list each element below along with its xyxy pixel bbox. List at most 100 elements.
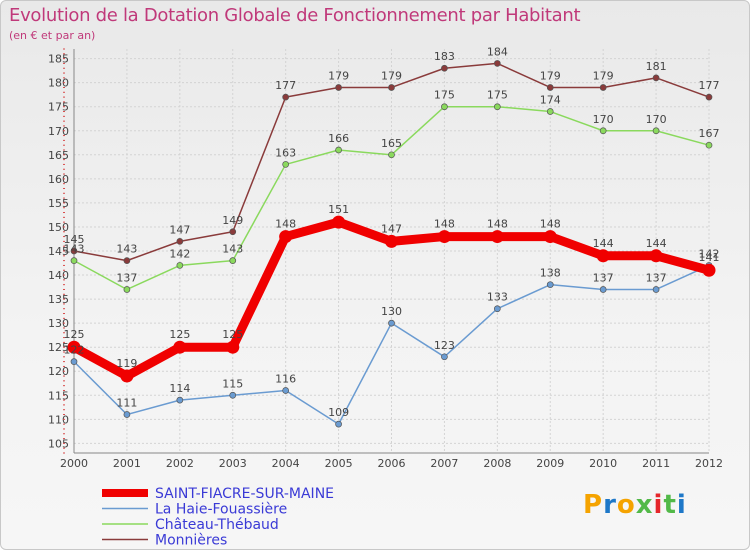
- series-point: [335, 420, 342, 428]
- data-label: 175: [487, 89, 508, 102]
- y-tick-label: 145: [48, 245, 69, 258]
- data-label: 125: [64, 328, 85, 341]
- series-point: [282, 93, 290, 101]
- x-tick-label: 2009: [536, 457, 564, 470]
- series-point: [123, 257, 131, 264]
- logo-letter: P: [583, 490, 604, 520]
- series-point: [702, 263, 716, 277]
- data-label: 170: [593, 113, 614, 126]
- data-label: 170: [646, 113, 667, 126]
- data-label: 145: [64, 233, 85, 246]
- y-tick-label: 170: [48, 125, 69, 138]
- series-point: [546, 84, 554, 91]
- legend-label-3: Monnières: [155, 533, 227, 549]
- data-label: 179: [381, 69, 402, 82]
- series-point: [599, 286, 607, 293]
- y-tick-label: 135: [48, 293, 69, 306]
- series-point: [70, 358, 78, 365]
- data-label: 167: [699, 127, 720, 140]
- x-tick-label: 2010: [589, 457, 617, 470]
- x-tick-label: 2004: [272, 457, 300, 470]
- data-label: 183: [434, 50, 455, 63]
- data-label: 149: [222, 214, 243, 227]
- logo-letter: i: [653, 490, 664, 520]
- y-tick-label: 140: [48, 269, 69, 282]
- data-label: 115: [222, 377, 243, 390]
- y-tick-label: 120: [48, 365, 69, 378]
- proxiti-logo: Proxiti: [583, 490, 687, 520]
- chart-subtitle: (en € et par an): [9, 29, 96, 42]
- data-label: 175: [434, 89, 455, 102]
- y-tick-label: 125: [48, 341, 69, 354]
- data-label: 109: [328, 406, 349, 419]
- data-label: 148: [434, 218, 455, 231]
- series-point: [332, 215, 346, 229]
- data-label: 179: [328, 69, 349, 82]
- y-tick-label: 185: [48, 53, 69, 66]
- series-point: [123, 286, 131, 293]
- series-point: [599, 127, 607, 135]
- data-label: 143: [64, 243, 85, 256]
- data-label: 122: [64, 344, 85, 357]
- logo-letter: x: [635, 490, 654, 520]
- series-points: [67, 60, 716, 428]
- logo-letter: i: [676, 490, 687, 520]
- data-label: 143: [222, 243, 243, 256]
- x-tick-label: 2008: [483, 457, 511, 470]
- series-point: [123, 411, 131, 418]
- data-label: 125: [169, 328, 190, 341]
- data-label: 137: [116, 271, 137, 284]
- series-point: [229, 228, 237, 236]
- series-point: [229, 391, 237, 399]
- y-tick-label: 105: [48, 437, 69, 450]
- data-label: 179: [593, 69, 614, 82]
- x-tick-label: 2003: [219, 457, 247, 470]
- series-point: [493, 60, 501, 67]
- series-point: [120, 369, 134, 383]
- legend-label-1: La Haie-Fouassière: [155, 502, 287, 518]
- data-label: 166: [328, 132, 349, 145]
- data-label: 179: [540, 69, 561, 82]
- series-point: [279, 230, 293, 244]
- data-label: 148: [540, 218, 561, 231]
- series-point: [388, 319, 395, 327]
- series-point: [67, 340, 81, 354]
- series-point: [388, 84, 395, 91]
- data-label: 174: [540, 94, 561, 107]
- data-label: 148: [487, 218, 508, 231]
- y-tick-label: 110: [48, 413, 69, 426]
- series-point: [388, 151, 395, 159]
- y-tick-label: 160: [48, 173, 69, 186]
- series-point: [335, 146, 342, 154]
- data-label: 181: [646, 60, 667, 73]
- data-label: 143: [116, 243, 137, 256]
- logo-letter: t: [663, 490, 677, 520]
- y-tick-label: 155: [48, 197, 69, 210]
- series-point: [437, 230, 451, 244]
- series-point: [229, 257, 237, 264]
- series-point: [441, 353, 448, 361]
- data-label: 142: [699, 247, 720, 260]
- series-point: [441, 64, 448, 72]
- data-label: 138: [540, 267, 561, 280]
- series-point: [652, 74, 660, 82]
- data-label: 137: [646, 271, 667, 284]
- series-point: [543, 230, 557, 244]
- data-label: 184: [487, 45, 508, 58]
- data-label: 147: [381, 222, 402, 235]
- data-label: 116: [275, 372, 296, 385]
- series-point: [282, 387, 290, 394]
- y-tick-label: 180: [48, 77, 69, 90]
- data-label: 151: [328, 203, 349, 216]
- series-point: [546, 108, 554, 115]
- series-point: [176, 262, 184, 269]
- y-tick-label: 150: [48, 221, 69, 234]
- x-tick-label: 2007: [430, 457, 458, 470]
- data-label: 144: [593, 237, 614, 250]
- x-tick-label: 2012: [695, 457, 723, 470]
- series-point: [705, 93, 713, 101]
- data-label: 163: [275, 146, 296, 159]
